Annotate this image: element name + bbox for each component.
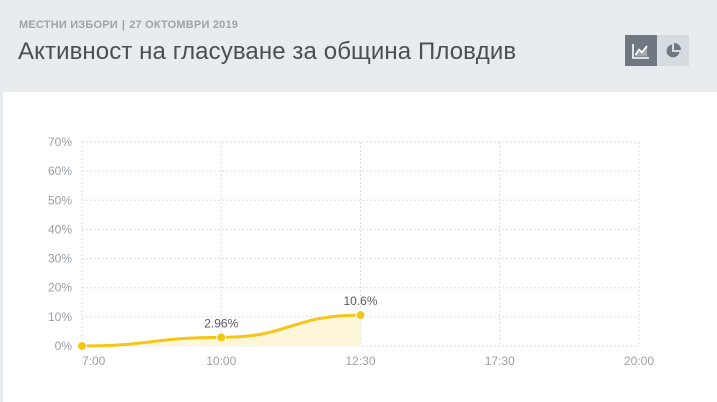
y-tick-label: 20%: [48, 281, 72, 295]
x-tick-label: 10:00: [206, 354, 236, 368]
y-tick-label: 30%: [48, 252, 72, 266]
pie-chart-icon: [666, 42, 681, 57]
y-tick-label: 70%: [48, 135, 72, 149]
x-tick-label: 20:00: [624, 354, 654, 368]
election-name: МЕСТНИ ИЗБОРИ: [19, 19, 118, 31]
turnout-data-label: 10.6%: [343, 294, 377, 308]
turnout-point: [77, 341, 87, 351]
election-date: 27 ОКТОМВРИ 2019: [129, 19, 239, 31]
line-chart-icon: [632, 43, 649, 59]
page-title: Активност на гласуване за община Пловдив: [18, 38, 517, 65]
y-tick-label: 0%: [55, 339, 73, 353]
turnout-area: [82, 315, 361, 346]
x-tick-label: 7:00: [82, 354, 106, 368]
y-tick-label: 50%: [48, 193, 72, 207]
election-eyebrow: МЕСТНИ ИЗБОРИ | 27 ОКТОМВРИ 2019: [19, 19, 238, 31]
y-axis: 0% 10% 20% 30% 40% 50% 60% 70%: [48, 135, 72, 353]
x-tick-label: 17:30: [485, 354, 515, 368]
turnout-point: [216, 332, 227, 343]
eyebrow-separator: |: [121, 19, 126, 31]
y-tick-label: 40%: [48, 222, 72, 236]
turnout-points: [77, 310, 366, 351]
x-axis: 7:00 10:00 12:30 17:30 20:00: [82, 354, 654, 368]
y-tick-label: 60%: [48, 164, 72, 178]
line-chart-view-button[interactable]: [625, 35, 657, 66]
turnout-data-labels: 2.96% 10.6%: [204, 294, 378, 330]
x-tick-label: 12:30: [345, 354, 375, 368]
turnout-data-label: 2.96%: [204, 316, 238, 330]
y-tick-label: 10%: [48, 310, 72, 324]
chart-view-toggle: [625, 35, 689, 66]
turnout-line-chart: 0% 10% 20% 30% 40% 50% 60% 70% 7:00 10:00 12:30 17…: [48, 135, 654, 368]
turnout-area-fill: [82, 315, 361, 346]
turnout-point: [355, 310, 366, 321]
pie-chart-view-button[interactable]: [657, 35, 689, 66]
chart-grid: [81, 141, 640, 347]
page-header: МЕСТНИ ИЗБОРИ | 27 ОКТОМВРИ 2019 Активност…: [0, 0, 717, 92]
chart-card: 0% 10% 20% 30% 40% 50% 60% 70% 7:00 10:00 12:30 17…: [3, 92, 717, 402]
